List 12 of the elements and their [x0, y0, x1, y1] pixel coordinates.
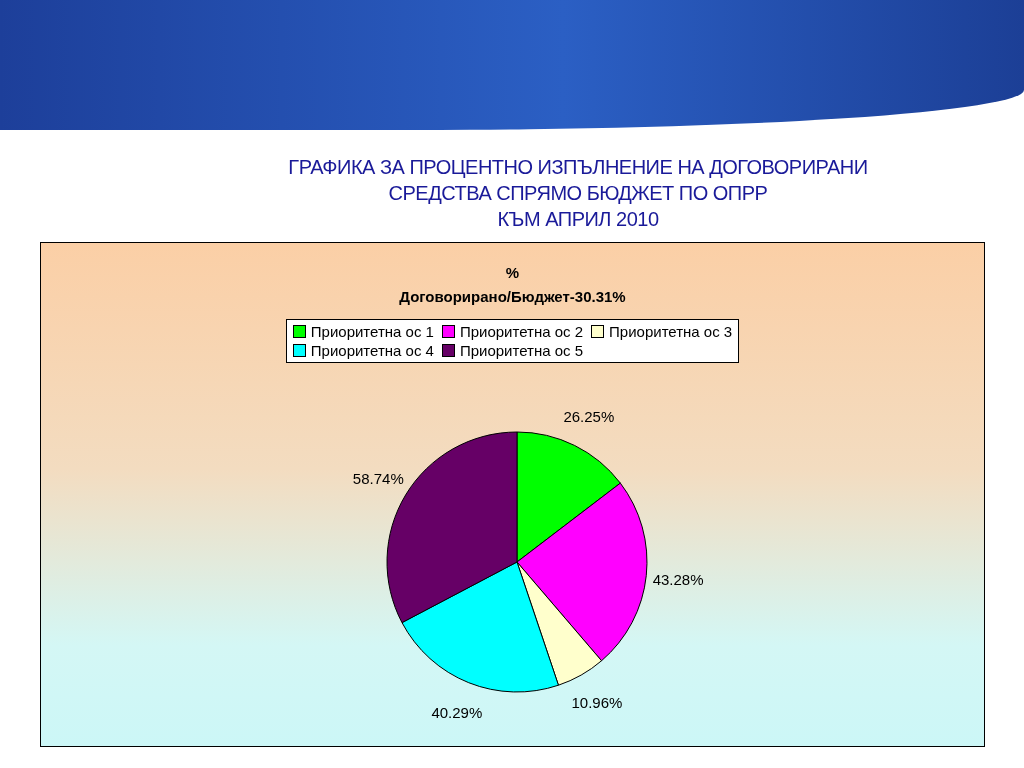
legend-label: Приоритетна ос 1: [310, 323, 434, 340]
data-label: 43.28%: [652, 570, 704, 588]
legend-label: Приоритетна ос 3: [609, 323, 733, 340]
data-label: 40.29%: [431, 703, 483, 721]
legend-label: Приоритетна ос 5: [459, 342, 584, 359]
data-label: 58.74%: [352, 469, 404, 487]
legend-label: Приоритетна ос 2: [459, 323, 584, 340]
legend-label: Приоритетна ос 4: [310, 342, 434, 359]
data-label: 10.96%: [571, 694, 623, 712]
chart-subtitle: % Договорирано/Бюджет-30.31%: [398, 263, 627, 307]
data-label: 26.25%: [563, 408, 615, 426]
chart-title: ГРАФИКА ЗА ПРОЦЕНТНО ИЗПЪЛНЕНИЕ НА ДОГОВОРИРАНИ СРЕДСТВА СПРЯМО БЮДЖЕТ ПО ОПРР КЪМ АПРИЛ 2010: [287, 155, 869, 232]
